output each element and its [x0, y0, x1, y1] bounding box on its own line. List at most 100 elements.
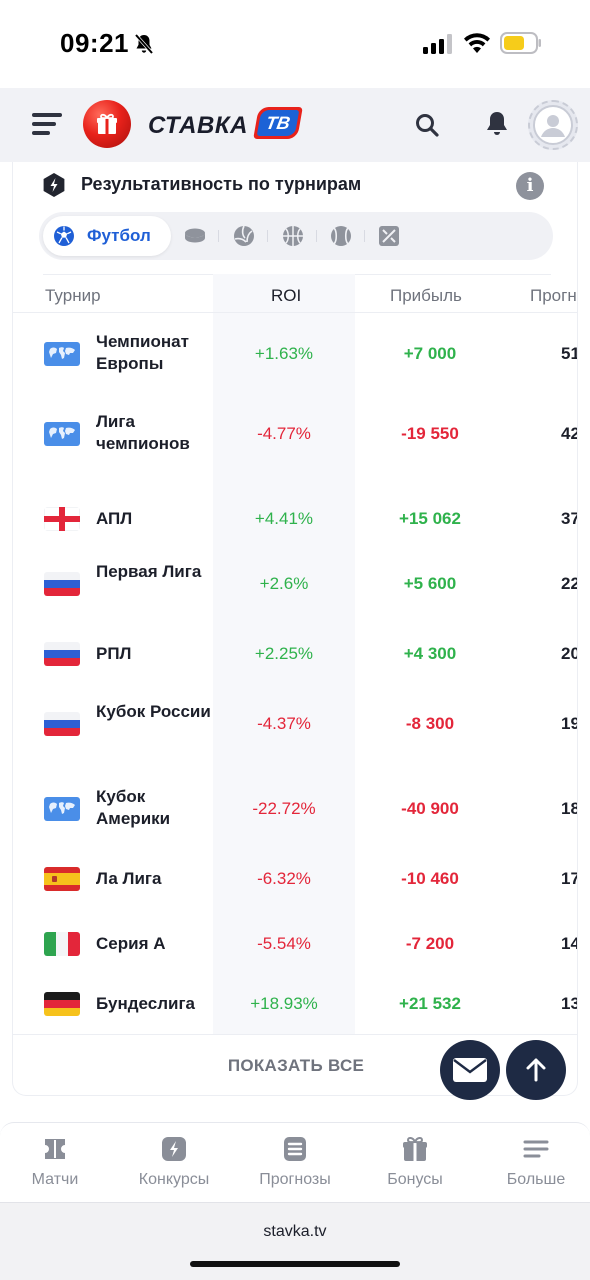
volleyball-icon[interactable] [232, 224, 256, 248]
home-indicator[interactable] [190, 1261, 400, 1267]
arrow-up-icon [526, 1058, 546, 1082]
browser-bar: stavka.tv [0, 1202, 590, 1280]
forecasts-value: 19 [561, 714, 577, 733]
column-header-forecasts[interactable]: Прогн [530, 286, 577, 305]
tab-divider [218, 230, 219, 242]
roi-value: -6.32% [257, 869, 311, 888]
show-all-button[interactable]: ПОКАЗАТЬ ВСЕ [227, 1056, 365, 1075]
roi-value: -5.54% [257, 934, 311, 953]
forecasts-value: 18 [561, 799, 577, 818]
gift-icon [403, 1136, 427, 1161]
football-icon [54, 226, 74, 246]
esports-icon[interactable] [377, 224, 401, 248]
roi-value: -4.37% [257, 714, 311, 733]
forecasts-value: 17 [561, 869, 577, 888]
avatar[interactable] [528, 100, 578, 150]
tournament-name[interactable]: Кубок Америки [96, 787, 171, 828]
tab-divider [364, 230, 365, 242]
table-row[interactable]: Бундеслига +18.93% +21 532 13 [13, 977, 577, 1037]
silent-mode-icon [134, 33, 154, 55]
profit-value: +21 532 [399, 994, 461, 1013]
sport-tabs: Футбол [39, 212, 553, 260]
roi-value: +2.6% [259, 574, 309, 593]
forecasts-icon [284, 1137, 306, 1161]
nav-label: Конкурсы [138, 1171, 210, 1188]
logo-icon[interactable] [83, 100, 131, 148]
flag-spain-icon [44, 867, 80, 891]
logo-text: СТАВКА [148, 112, 248, 139]
nav-label: Прогнозы [259, 1171, 331, 1188]
tournament-name[interactable]: Первая Лига [96, 562, 202, 581]
profit-value: -7 200 [405, 934, 455, 953]
search-icon[interactable] [414, 112, 440, 138]
table-row[interactable]: Лига чемпионов -4.77% -19 550 42 [13, 407, 577, 467]
table-row[interactable]: РПЛ +2.25% +4 300 20 [13, 627, 577, 687]
profit-value: +5 600 [403, 574, 457, 593]
column-header-tournament[interactable]: Турнир [45, 286, 101, 305]
flag-italy-icon [44, 932, 80, 956]
forecasts-value: 42 [561, 424, 577, 443]
basketball-icon[interactable] [281, 224, 305, 248]
flag-russia-icon [44, 712, 80, 736]
logo-badge-text: ТВ [256, 110, 300, 136]
table-row[interactable]: Чемпионат Европы +1.63% +7 000 51 [13, 327, 577, 387]
table-row[interactable]: Ла Лига -6.32% -10 460 17 [13, 852, 577, 912]
menu-icon[interactable] [32, 113, 62, 137]
info-icon[interactable]: i [516, 172, 544, 200]
battery-icon [500, 32, 541, 54]
flag-world-icon [44, 342, 80, 366]
nav-item-bonuses[interactable]: Бонусы [360, 1135, 470, 1189]
profit-value: -10 460 [401, 869, 459, 888]
flag-world-icon [44, 797, 80, 821]
more-icon [523, 1140, 549, 1158]
divider [13, 1034, 577, 1035]
nav-item-contests[interactable]: Конкурсы [119, 1135, 229, 1189]
table-row[interactable]: Серия А -5.54% -7 200 14 [13, 917, 577, 977]
nav-item-more[interactable]: Больше [481, 1135, 590, 1189]
tennis-icon[interactable] [329, 224, 353, 248]
nav-item-forecasts[interactable]: Прогнозы [240, 1135, 350, 1189]
nav-item-matches[interactable]: Матчи [0, 1135, 110, 1189]
forecasts-value: 14 [561, 934, 577, 953]
gift-logo-icon [97, 113, 117, 134]
tournament-name[interactable]: Кубок России [96, 702, 211, 721]
hockey-icon[interactable] [183, 224, 207, 248]
tab-divider [316, 230, 317, 242]
tournament-name[interactable]: Чемпионат Европы [96, 332, 189, 373]
tournament-name[interactable]: Ла Лига [96, 869, 162, 888]
nav-label: Бонусы [387, 1171, 443, 1188]
column-header-roi[interactable]: ROI [271, 286, 302, 305]
contests-icon [162, 1137, 186, 1161]
flag-russia-icon [44, 642, 80, 666]
tournament-name[interactable]: РПЛ [96, 644, 132, 663]
nav-label: Больше [506, 1171, 566, 1188]
table-row[interactable]: Первая Лига +2.6% +5 600 22 [13, 557, 577, 617]
tab-football[interactable]: Футбол [43, 216, 171, 256]
status-time: 09:21 [60, 28, 129, 58]
mail-icon [453, 1058, 487, 1082]
table-row[interactable]: Кубок Америки -22.72% -40 900 18 [13, 782, 577, 842]
mail-button[interactable] [440, 1040, 500, 1100]
roi-value: -4.77% [257, 424, 311, 443]
column-header-profit[interactable]: Прибыль [390, 286, 462, 305]
lightning-hex-icon [43, 173, 65, 197]
user-icon [533, 105, 573, 145]
tournament-name[interactable]: Бундеслига [96, 994, 195, 1013]
tournament-name[interactable]: Лига чемпионов [96, 412, 190, 453]
profit-value: -8 300 [405, 714, 455, 733]
table-row[interactable]: АПЛ +4.41% +15 062 37 [13, 492, 577, 552]
bell-icon[interactable] [484, 110, 510, 138]
status-bar: 09:21 [0, 0, 590, 88]
tournament-name[interactable]: АПЛ [96, 509, 133, 528]
url-text[interactable]: stavka.tv [263, 1223, 327, 1240]
tournament-name[interactable]: Серия А [96, 934, 166, 953]
flag-russia-icon [44, 572, 80, 596]
tab-football-label: Футбол [87, 226, 151, 245]
table-row[interactable]: Кубок России -4.37% -8 300 19 [13, 697, 577, 757]
profit-value: -40 900 [401, 799, 459, 818]
profit-value: +7 000 [403, 344, 457, 363]
scroll-to-top-button[interactable] [506, 1040, 566, 1100]
flag-world-icon [44, 422, 80, 446]
wifi-icon [464, 33, 490, 53]
nav-label: Матчи [31, 1171, 79, 1188]
